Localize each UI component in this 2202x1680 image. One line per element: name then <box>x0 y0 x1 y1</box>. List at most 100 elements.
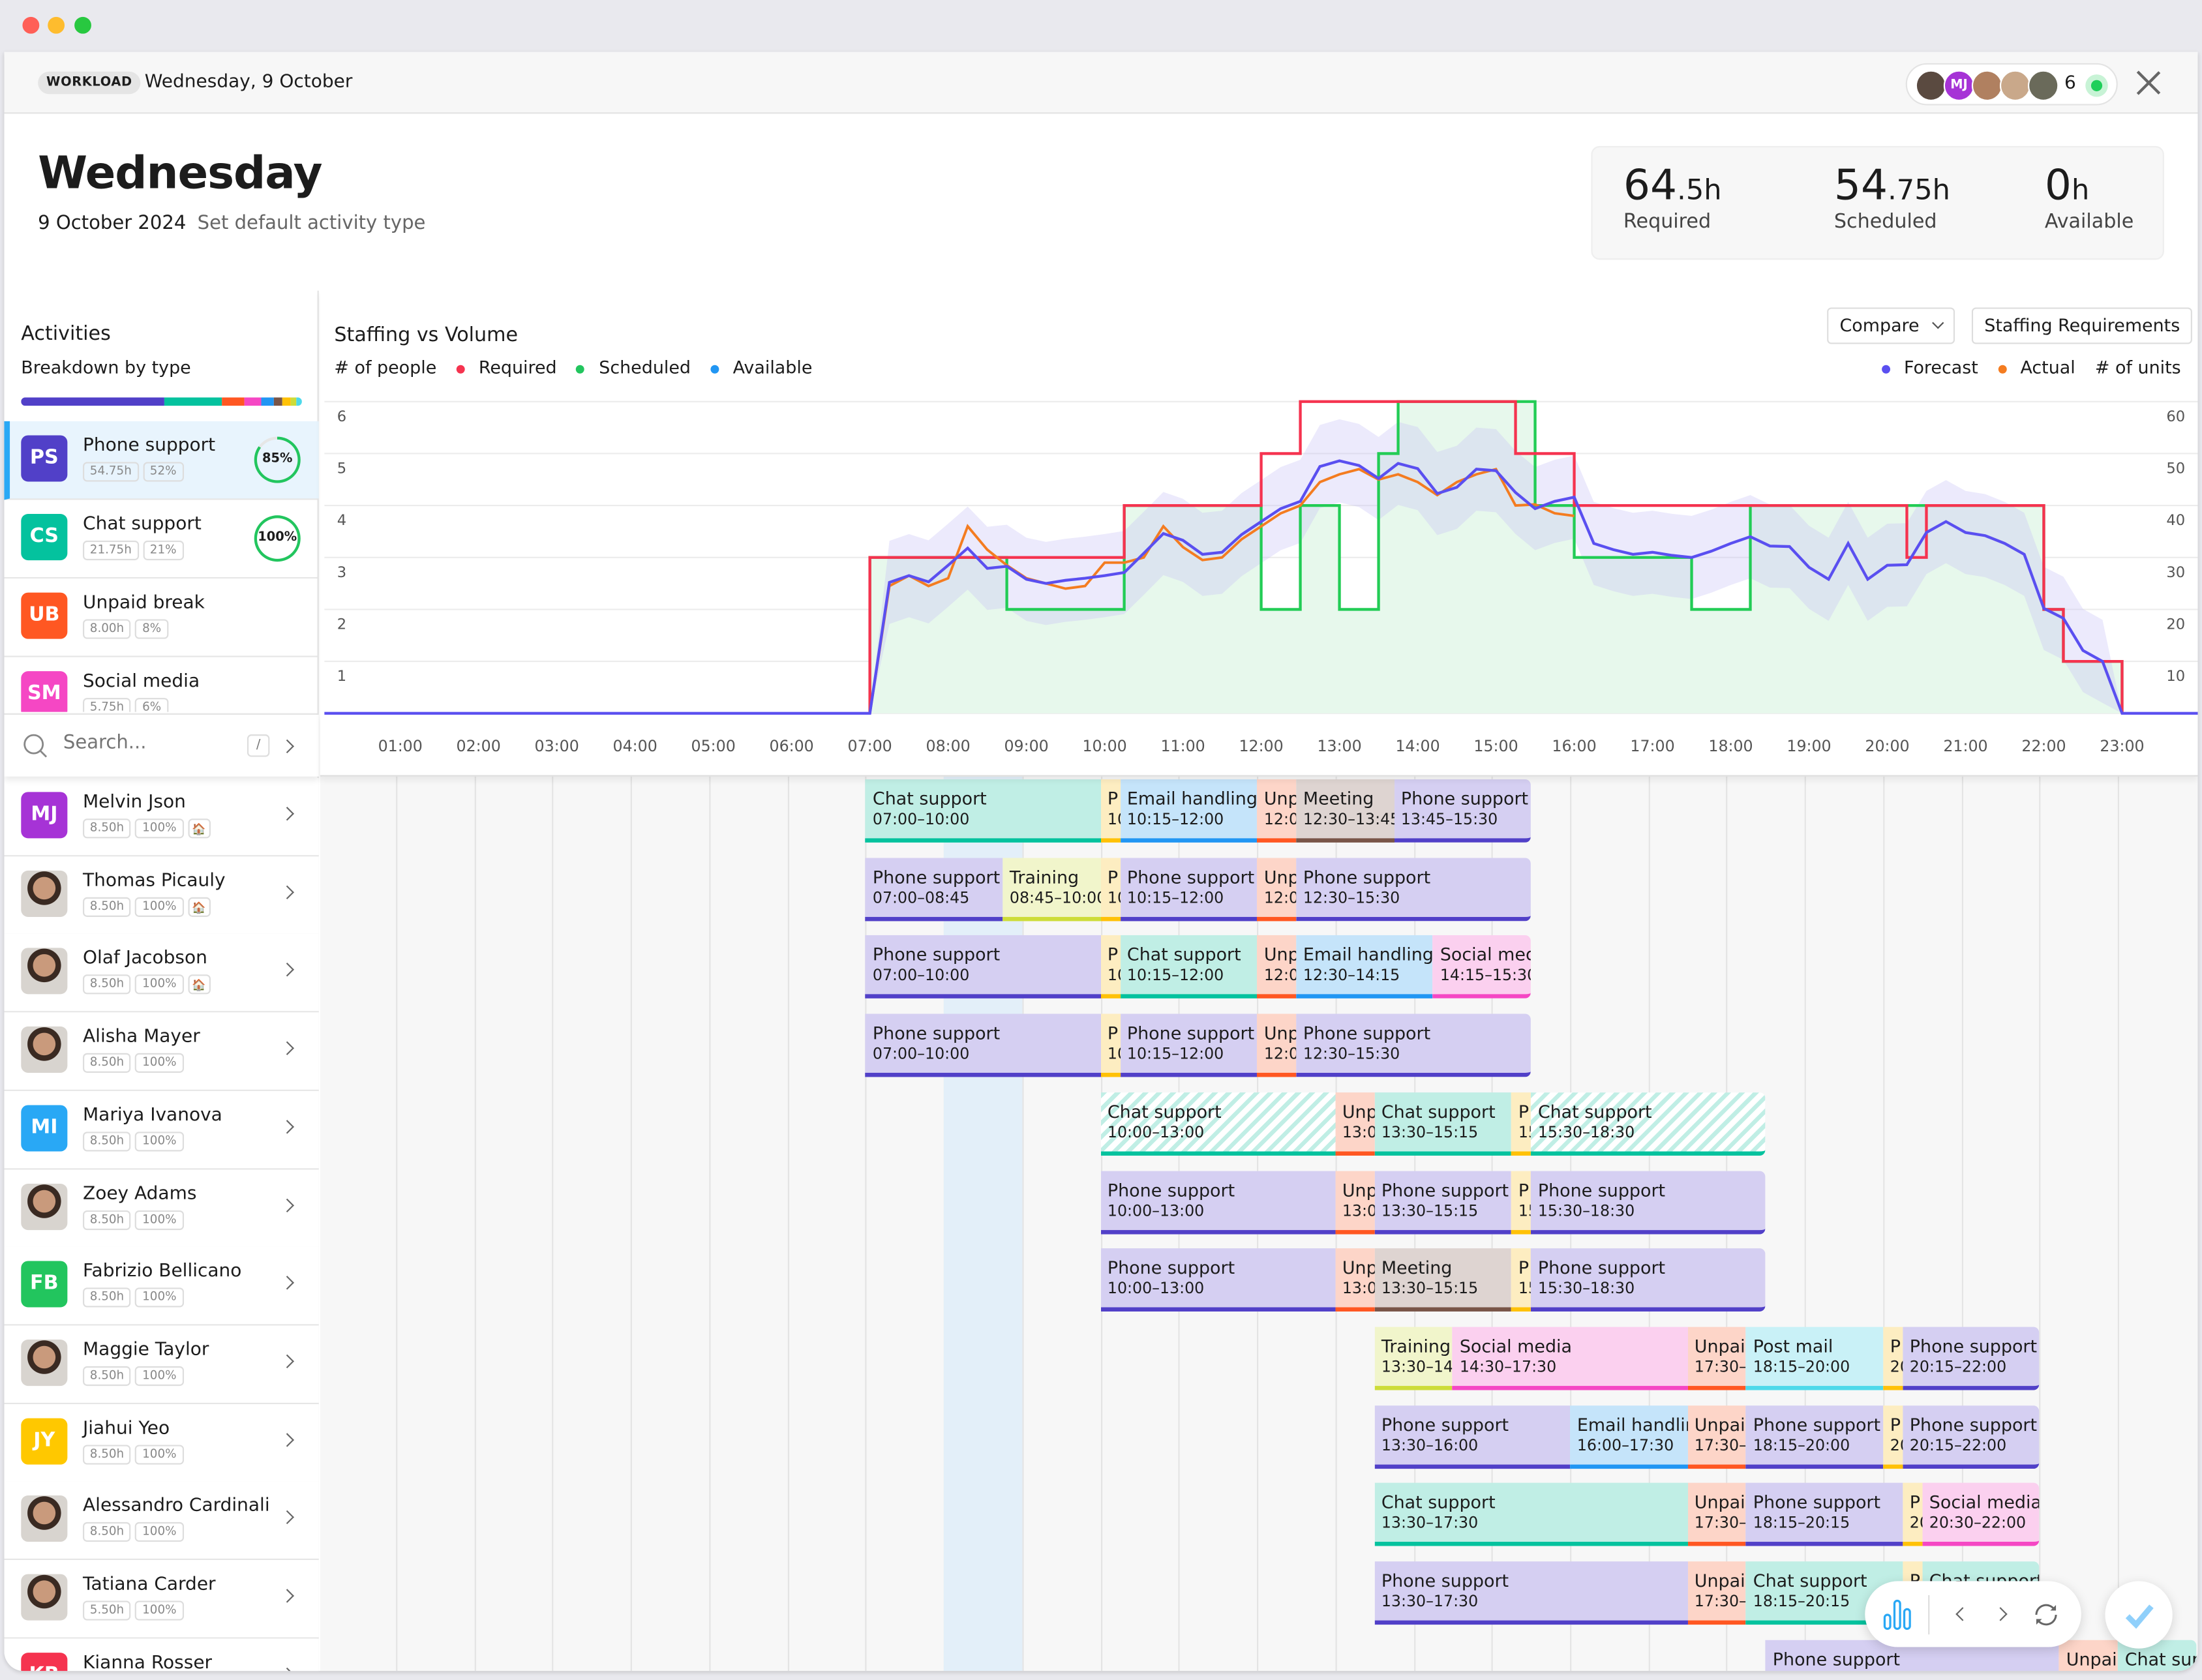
employee-row[interactable]: Alisha Mayer 8.50h 100% <box>4 1012 319 1092</box>
shift-block-chat[interactable]: Chat support 13:30–15:15 <box>1374 1092 1512 1156</box>
shift-block-meeting[interactable]: Meeting 12:30–13:45 <box>1296 779 1395 843</box>
shift-block-unpaid[interactable]: Unpaid break12:00–12:30 <box>1257 857 1297 921</box>
employee-row[interactable]: MI Mariya Ivanova 8.50h 100% <box>4 1090 319 1170</box>
employee-row[interactable]: Maggie Taylor 8.50h 100% <box>4 1325 319 1404</box>
shift-block-unpaid[interactable]: Unpaid break12:00–12:30 <box>1257 779 1297 843</box>
shift-block-phone[interactable]: Phone support 13:30–17:30 <box>1374 1561 1688 1625</box>
employee-row[interactable]: Zoey Adams 8.50h 100% <box>4 1169 319 1248</box>
employee-row[interactable]: Tatiana Carder 5.50h 100% <box>4 1560 319 1639</box>
shift-block-phone[interactable]: Phone support 13:30–15:15 <box>1374 1170 1512 1234</box>
shift-block-phone[interactable]: Phone support 10:00–13:00 <box>1100 1170 1336 1234</box>
shift-block-chat[interactable]: Chat support 15:30–18:30 <box>1531 1092 1766 1156</box>
activity-row[interactable]: SM Social media 5.75h 6% <box>4 657 318 712</box>
online-users[interactable]: 6 MJ <box>1905 63 2118 106</box>
shift-block-paid[interactable]: P20:00–20:15 <box>1883 1327 1903 1390</box>
shift-block-paid[interactable]: P15:15–15:30 <box>1511 1092 1531 1156</box>
chevron-right-icon[interactable] <box>280 739 294 754</box>
shift-block-unpaid[interactable]: Unpaid break17:30–18:15 <box>1687 1405 1747 1469</box>
maximize-window-button[interactable] <box>74 16 91 34</box>
shift-block-chat[interactable]: Chat support 10:00–13:00 <box>1100 1092 1336 1156</box>
shift-block-phone[interactable]: Phone support 10:15–12:00 <box>1120 1013 1258 1077</box>
shift-block-phone[interactable]: Phone support 18:15–20:00 <box>1746 1405 1883 1469</box>
shift-block-phone[interactable]: Phone support 07:00–08:45 <box>866 857 1003 921</box>
chevron-right-icon[interactable] <box>280 1510 294 1525</box>
activity-row[interactable]: UB Unpaid break 8.00h 8% <box>4 578 319 657</box>
shift-block-unpaid[interactable]: Unpaid break17:30–18:15 <box>1687 1327 1747 1390</box>
shift-block-unpaid[interactable]: Unpaid break13:00–13:30 <box>1335 1248 1375 1312</box>
chevron-right-icon[interactable] <box>280 1041 294 1056</box>
activity-row[interactable]: PS Phone support 54.75h 52% 85% <box>4 421 319 500</box>
chevron-left-icon[interactable] <box>1955 1607 1970 1621</box>
staffing-requirements-button[interactable]: Staffing Requirements <box>1971 307 2193 344</box>
search-input[interactable] <box>63 731 232 755</box>
chevron-right-icon[interactable] <box>280 807 294 821</box>
shift-block-chat[interactable]: Chat support 07:00–10:00 <box>866 779 1101 843</box>
chevron-right-icon[interactable] <box>280 1354 294 1368</box>
shift-block-unpaid[interactable]: Unpaid break17:30–18:15 <box>1687 1483 1747 1547</box>
shift-block-post[interactable]: Post mail 18:15–20:00 <box>1746 1327 1883 1390</box>
shift-block-phone[interactable]: Phone support 20:15–22:00 <box>1903 1405 2040 1469</box>
shift-block-social[interactable]: Social media 14:15–15:30 <box>1433 935 1531 999</box>
shift-block-paid[interactable]: P10:00–10:15 <box>1100 857 1121 921</box>
chevron-right-icon[interactable] <box>1993 1607 2008 1621</box>
shift-block-chat[interactable]: Chat support 13:30–17:30 <box>1374 1483 1688 1547</box>
shift-block-phone[interactable]: Phone support 13:30–16:00 <box>1374 1405 1571 1469</box>
shift-block-unpaid[interactable]: Unpaid break12:00–12:30 <box>1257 935 1297 999</box>
shift-block-unpaid[interactable]: Unpaid break13:00–13:30 <box>1335 1092 1375 1156</box>
shift-block-phone[interactable]: Phone support 15:30–18:30 <box>1531 1248 1766 1312</box>
chevron-right-icon[interactable] <box>280 1589 294 1603</box>
shift-block-phone[interactable]: Phone support 20:15–22:00 <box>1903 1327 2040 1390</box>
shift-block-paid[interactable]: P10:00–10:15 <box>1100 779 1121 843</box>
shift-block-phone[interactable]: Phone support 07:00–10:00 <box>866 1013 1101 1077</box>
shift-block-training[interactable]: Training 08:45–10:00 <box>1003 857 1101 921</box>
chevron-right-icon[interactable] <box>280 1667 294 1672</box>
shift-block-phone[interactable]: Phone support 10:00–13:00 <box>1100 1248 1336 1312</box>
employee-row[interactable]: KR Kianna Rosser <box>4 1638 319 1672</box>
shift-block-paid[interactable]: P20:00–20:15 <box>1883 1405 1903 1469</box>
confirm-button[interactable] <box>2105 1581 2173 1649</box>
close-icon[interactable] <box>2136 70 2162 96</box>
employee-row[interactable]: Alessandro Cardinali 8.50h 100% <box>4 1482 319 1561</box>
shift-block-meeting[interactable]: Meeting 13:30–15:15 <box>1374 1248 1512 1312</box>
refresh-icon[interactable] <box>2030 1599 2061 1630</box>
online-avatar[interactable]: MJ <box>1943 70 1975 102</box>
chevron-right-icon[interactable] <box>280 1432 294 1447</box>
close-window-button[interactable] <box>22 16 40 34</box>
shift-block-phone[interactable]: Phone support 12:30–15:30 <box>1296 857 1531 921</box>
chart-icon[interactable] <box>1882 1598 1912 1632</box>
employee-row[interactable]: JY Jiahui Yeo 8.50h 100% <box>4 1403 319 1482</box>
chevron-right-icon[interactable] <box>280 1276 294 1290</box>
shift-block-email[interactable]: Email handling 10:15–12:00 <box>1120 779 1258 843</box>
employee-row[interactable]: FB Fabrizio Bellicano 8.50h 100% <box>4 1247 319 1326</box>
shift-block-paid[interactable]: P10:00–10:15 <box>1100 1013 1121 1077</box>
shift-block-unpaid[interactable]: Unpaid break17:30–18:15 <box>1687 1561 1747 1625</box>
shift-block-phone[interactable]: Phone support 12:30–15:30 <box>1296 1013 1531 1077</box>
shift-block-paid[interactable]: P20:15–20:30 <box>1903 1483 1923 1547</box>
online-avatar[interactable] <box>1999 70 2031 102</box>
online-avatar[interactable] <box>2028 70 2059 102</box>
shift-block-phone[interactable]: Phone support 15:30–18:30 <box>1531 1170 1766 1234</box>
minimize-window-button[interactable] <box>48 16 65 34</box>
chevron-right-icon[interactable] <box>280 884 294 899</box>
employee-row[interactable]: Thomas Picauly 8.50h 100% 🏠 <box>4 856 319 935</box>
compare-dropdown[interactable]: Compare <box>1827 307 1955 344</box>
chevron-right-icon[interactable] <box>280 1197 294 1212</box>
set-default-activity-link[interactable]: Set default activity type <box>197 212 426 235</box>
activity-row[interactable]: CS Chat support 21.75h 21% 100% <box>4 500 319 579</box>
chevron-right-icon[interactable] <box>280 1119 294 1134</box>
shift-block-phone[interactable]: Phone support 10:15–12:00 <box>1120 857 1258 921</box>
shift-block-social[interactable]: Social media 14:30–17:30 <box>1453 1327 1688 1390</box>
shift-block-unpaid[interactable]: Unpaid break12:00–12:30 <box>1257 1013 1297 1077</box>
shift-block-phone[interactable]: Phone support 07:00–10:00 <box>866 935 1101 999</box>
shift-block-phone[interactable]: Phone support 18:15–20:15 <box>1746 1483 1903 1547</box>
shift-block-email[interactable]: Email handling 12:30–14:15 <box>1296 935 1434 999</box>
shift-block-paid[interactable]: P15:15–15:30 <box>1511 1170 1531 1234</box>
shift-block-chat[interactable]: Chat support 18:15–20:15 <box>1746 1561 1903 1625</box>
shift-block-chat[interactable]: Chat support 10:15–12:00 <box>1120 935 1258 999</box>
online-avatar[interactable] <box>1915 70 1947 102</box>
chevron-right-icon[interactable] <box>280 963 294 978</box>
online-avatar[interactable] <box>1971 70 2003 102</box>
employee-row[interactable]: Olaf Jacobson 8.50h 100% 🏠 <box>4 934 319 1013</box>
shift-block-paid[interactable]: P10:00–10:15 <box>1100 935 1121 999</box>
